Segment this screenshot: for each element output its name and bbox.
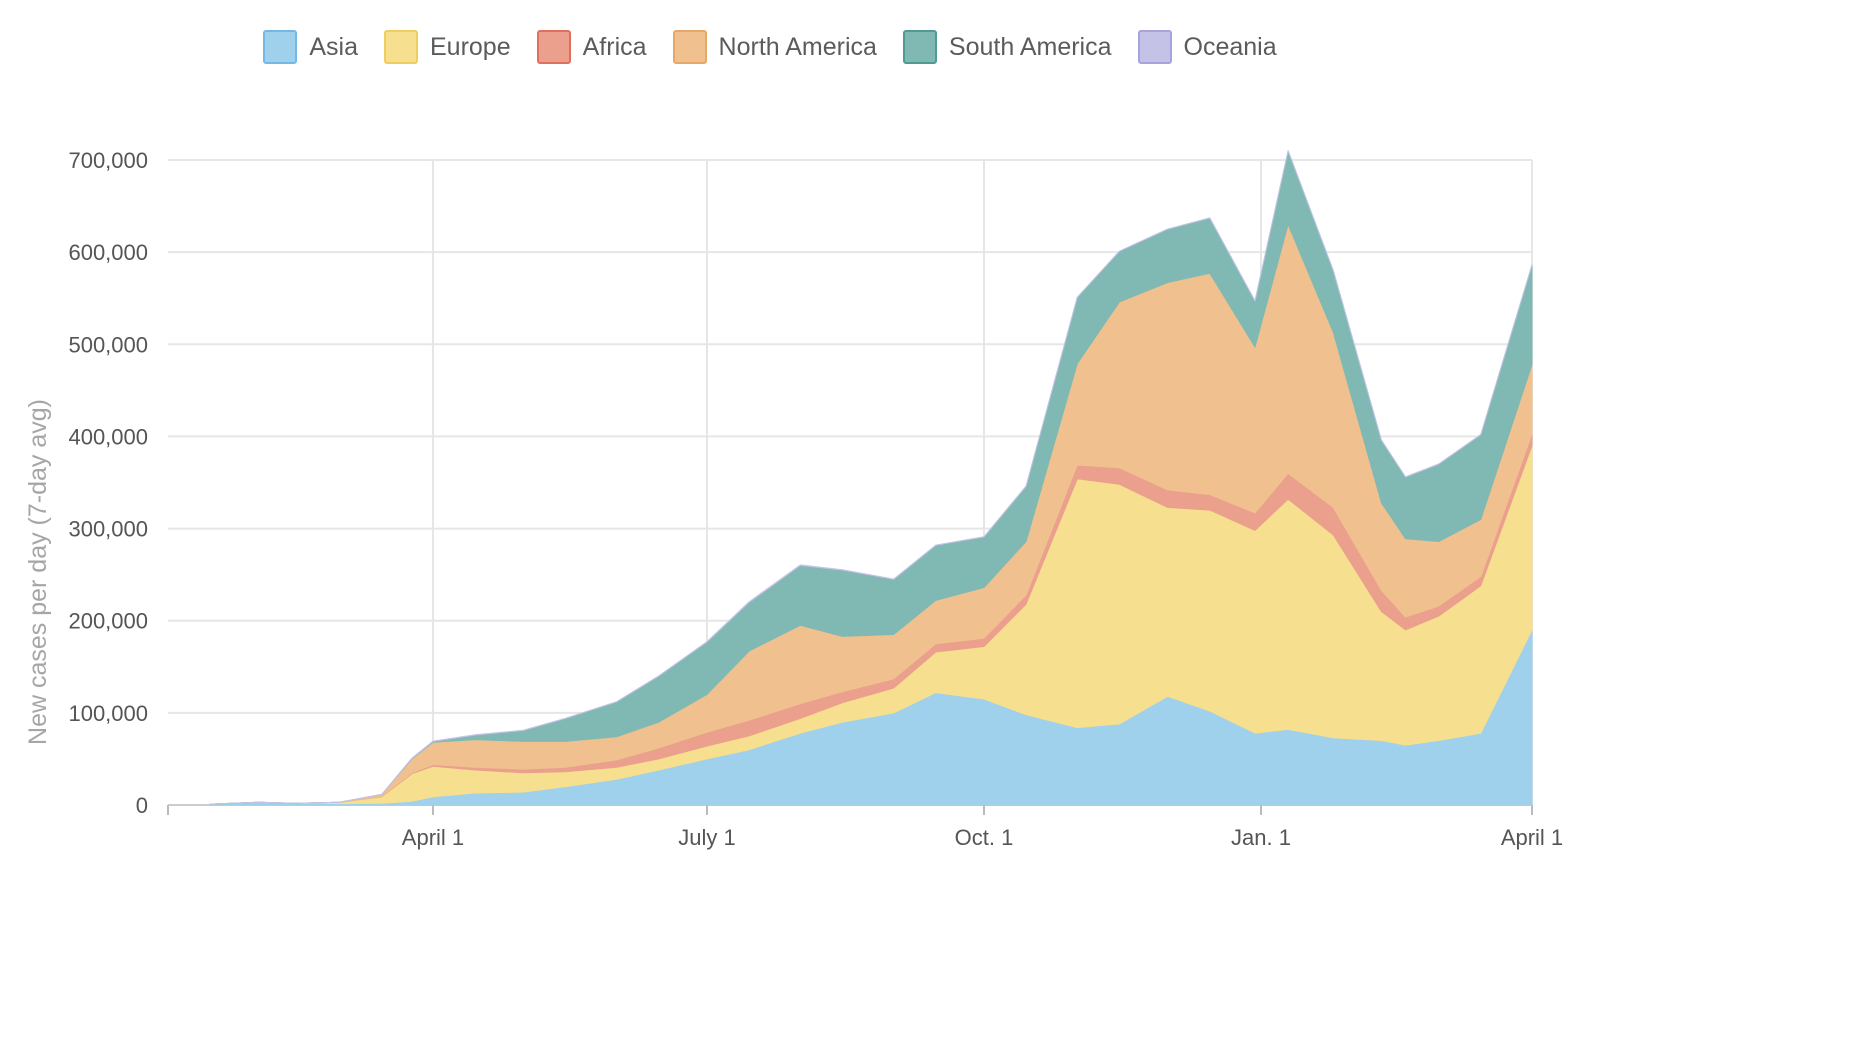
legend-swatch-north-america xyxy=(672,30,707,64)
legend-swatch-europe xyxy=(384,30,418,64)
y-tick-label: 200,000 xyxy=(68,609,148,634)
area-oceania xyxy=(209,150,1533,805)
legend-label-oceania: Oceania xyxy=(1183,32,1277,61)
legend: Asia Europe Africa North America South Ameri… xyxy=(0,30,1540,64)
legend-label-europe: Europe xyxy=(430,32,511,61)
x-tick-label: Oct. 1 xyxy=(955,825,1014,850)
axis-layer: 0 100,000 200,000 300,000 400,000 500,000 600,… xyxy=(68,148,1563,850)
y-tick-label: 0 xyxy=(136,793,148,818)
x-tick-label: April 1 xyxy=(402,825,464,850)
y-tick-label: 100,000 xyxy=(68,701,148,726)
legend-label-south-america: South America xyxy=(948,32,1112,61)
y-tick-label: 700,000 xyxy=(68,148,148,173)
y-tick-label: 300,000 xyxy=(68,517,148,542)
legend-item-south-america[interactable]: South America xyxy=(902,30,1112,64)
x-tick-label: July 1 xyxy=(678,825,735,850)
y-tick-label: 600,000 xyxy=(68,240,148,265)
legend-label-north-america: North America xyxy=(718,32,877,61)
x-tick-label: Jan. 1 xyxy=(1231,825,1291,850)
legend-item-north-america[interactable]: North America xyxy=(672,30,877,64)
legend-item-europe[interactable]: Europe xyxy=(384,30,511,64)
legend-item-asia[interactable]: Asia xyxy=(263,30,358,64)
legend-label-asia: Asia xyxy=(309,32,358,61)
y-tick-label: 400,000 xyxy=(68,424,148,449)
legend-swatch-asia xyxy=(263,30,298,64)
legend-swatch-oceania xyxy=(1137,30,1172,64)
legend-swatch-africa xyxy=(536,30,571,64)
y-tick-label: 500,000 xyxy=(68,332,148,357)
area-layer xyxy=(209,150,1533,806)
legend-item-africa[interactable]: Africa xyxy=(536,30,647,64)
x-tick-label: April 1 xyxy=(1501,825,1563,850)
y-axis-title: New cases per day (7-day avg) xyxy=(24,399,52,745)
legend-label-africa: Africa xyxy=(582,32,647,61)
legend-swatch-south-america xyxy=(902,30,937,64)
legend-item-oceania[interactable]: Oceania xyxy=(1137,30,1277,64)
